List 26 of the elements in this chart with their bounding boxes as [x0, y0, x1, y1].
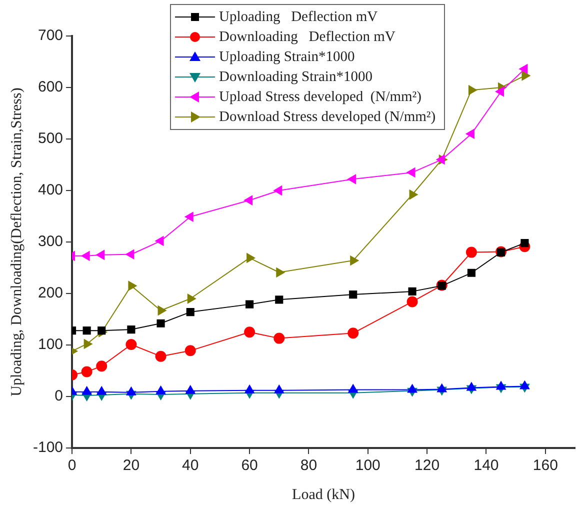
legend-label: Uploading Strain*1000	[219, 48, 355, 66]
y-tick-label: 500	[38, 130, 64, 148]
x-tick-label: 140	[474, 457, 499, 474]
x-tick-label: 60	[241, 457, 258, 474]
x-tick-label: 100	[355, 457, 380, 474]
legend-label: Downloading Deflection mV	[219, 28, 396, 46]
legend-label: Upload Stress developed (N/mm²)	[219, 88, 422, 106]
legend-label: Downloading Strain*1000	[219, 68, 372, 86]
y-tick-label: -100	[32, 439, 64, 456]
y-tick-label: 700	[38, 27, 64, 44]
x-tick-label: 40	[182, 457, 199, 474]
x-tick-label: 0	[68, 457, 76, 474]
y-tick-label: 600	[38, 78, 64, 96]
x-tick-label: 160	[532, 457, 558, 474]
legend-label: Uploading Deflection mV	[219, 8, 378, 26]
x-tick-label: 120	[414, 457, 440, 474]
legend-label: Download Stress developed (N/mm²)	[219, 108, 436, 126]
y-tick-label: 100	[38, 336, 64, 354]
y-axis-title: Uploading, Downloading(Deflection, Strain,Stress)	[8, 88, 25, 396]
y-tick-label: 0	[54, 388, 64, 405]
x-tick-label: 20	[122, 457, 140, 474]
y-tick-label: 400	[38, 182, 64, 199]
x-axis-title: Load (kN)	[292, 486, 355, 503]
y-tick-label: 200	[38, 284, 64, 302]
x-tick-label: 80	[300, 457, 318, 474]
y-tick-label: 300	[38, 233, 64, 250]
